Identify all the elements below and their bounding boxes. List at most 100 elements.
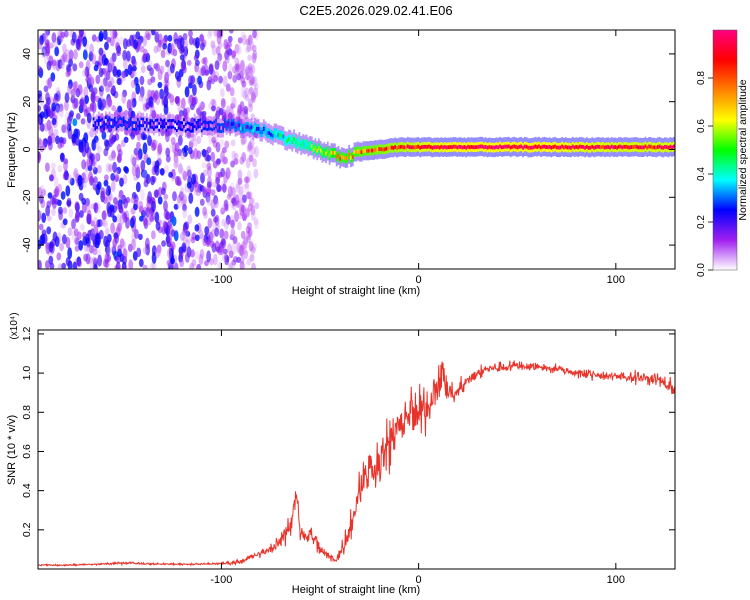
spectrogram-cell — [529, 145, 532, 150]
spectrogram-cell — [182, 150, 188, 158]
spectrogram-cell — [151, 122, 153, 126]
spectrogram-cell — [547, 145, 549, 150]
spectrogram-cell — [284, 138, 287, 143]
spectrogram-cell — [186, 131, 192, 139]
spectrogram-cell — [240, 262, 246, 269]
spectrogram-cell — [140, 65, 146, 74]
spectrogram-cell — [92, 264, 98, 269]
spectrogram-cell — [39, 184, 45, 192]
spectrogram-cell — [641, 145, 643, 150]
spectrogram-cell — [254, 83, 259, 90]
spectrogram-cell — [162, 43, 168, 50]
spectrogram-cell — [174, 123, 177, 128]
spectrogram-cell — [111, 149, 116, 161]
spectrogram-cell — [188, 125, 191, 129]
spectrogram-cell — [123, 136, 129, 143]
spectrogram-cell — [182, 33, 188, 41]
spectrogram-cell — [169, 93, 175, 104]
spectrogram-cell — [119, 238, 125, 248]
spectrogram-cell — [163, 193, 169, 200]
spectrogram-cell — [191, 133, 197, 142]
spectrogram-cell — [207, 176, 212, 187]
spectrogram-cell — [286, 139, 288, 144]
spectrogram-cell — [38, 187, 43, 198]
spectrogram-cell — [45, 30, 50, 36]
spectrogram-cell — [477, 144, 480, 149]
spectrogram-cell — [541, 144, 544, 149]
spectrogram-cell — [73, 49, 78, 60]
spectrogram-cell — [92, 120, 95, 125]
spectrogram-cell — [48, 109, 54, 118]
spectrogram-cell — [248, 34, 253, 45]
spectrogram-cell — [64, 54, 70, 63]
spectrogram-cell — [231, 49, 237, 60]
spectrogram-cell — [142, 151, 147, 163]
spectrogram-cell — [458, 144, 461, 149]
spectrogram-cell — [230, 160, 236, 168]
spectrogram-cell — [172, 121, 175, 126]
spectrogram-cell — [550, 145, 553, 150]
spectrogram-cell — [511, 144, 514, 149]
spectrogram-cell — [261, 130, 263, 134]
spectrogram-cell — [275, 131, 278, 135]
spectrogram-cell — [199, 121, 201, 126]
spectrogram-cell — [165, 211, 171, 221]
spectrogram-cell — [38, 65, 42, 73]
spectrogram-cell — [248, 98, 253, 108]
spectrogram-cell — [614, 145, 617, 149]
spectrogram-cell — [62, 172, 68, 180]
spectrogram-cell — [406, 144, 409, 149]
spectrogram-cell — [153, 189, 159, 198]
spectrogram-cell — [45, 92, 50, 102]
spectrogram-cell — [85, 76, 91, 83]
spectrogram-cell — [206, 124, 208, 128]
spectrogram-cell — [92, 256, 97, 264]
spectrogram-cell — [632, 145, 634, 149]
spectrogram-cell — [186, 165, 192, 177]
spectrogram-cell — [520, 144, 523, 149]
spectrogram-cell — [249, 197, 254, 207]
colorbar: 0.0 0.2 0.4 0.6 0.8 Normalized spectral ampl… — [696, 29, 749, 277]
spectrogram-cell — [66, 197, 72, 208]
spectrogram-cell — [142, 169, 148, 178]
spectrogram-cell — [51, 117, 57, 126]
spectrogram-cell — [217, 53, 223, 62]
spectrogram-cell — [96, 122, 98, 126]
spectrogram-cell — [228, 250, 234, 259]
spectrogram-cell — [216, 125, 219, 130]
spectrogram-cell — [95, 140, 100, 150]
spectrogram-cell — [160, 128, 166, 137]
spectrogram-cell — [182, 65, 187, 74]
spectrogram-cell — [254, 146, 259, 158]
spectrogram-cell — [188, 30, 193, 38]
spectrogram-cell — [157, 69, 163, 81]
spectrogram-cell — [242, 194, 247, 203]
spectrogram-cell — [167, 247, 172, 259]
spectrogram-cell — [212, 181, 217, 188]
spectrogram-cell — [170, 122, 173, 126]
spectrogram-cell — [300, 143, 303, 148]
spectrogram-cell — [232, 236, 238, 245]
spectrogram-cell — [259, 130, 262, 134]
spectrogram-cell — [163, 121, 166, 126]
snr-series-line — [38, 360, 675, 567]
spectrogram-cell — [257, 126, 260, 131]
spectrogram-cell — [246, 258, 252, 266]
spectrogram-cell — [279, 133, 281, 137]
spectrogram-cell — [54, 46, 60, 57]
y-tick-label: 0.2 — [21, 522, 33, 537]
spectrogram-cell — [250, 125, 253, 130]
snr-plot-area — [38, 330, 675, 569]
spectrogram-cell — [161, 122, 164, 127]
spectrogram-cell — [387, 146, 390, 151]
spectrogram-cell — [220, 204, 226, 212]
spectrogram-cell — [163, 103, 169, 115]
spectrogram-cell — [90, 220, 96, 227]
colorbar-ticks: 0.0 0.2 0.4 0.6 0.8 — [696, 71, 713, 277]
spectrogram-cell — [293, 137, 295, 141]
x-tick-label: -100 — [210, 274, 232, 286]
spectrogram-cell — [499, 144, 501, 149]
spectrogram-cell — [234, 63, 240, 71]
spectrogram-cell — [199, 233, 205, 240]
x-tick-label: 100 — [607, 574, 625, 586]
